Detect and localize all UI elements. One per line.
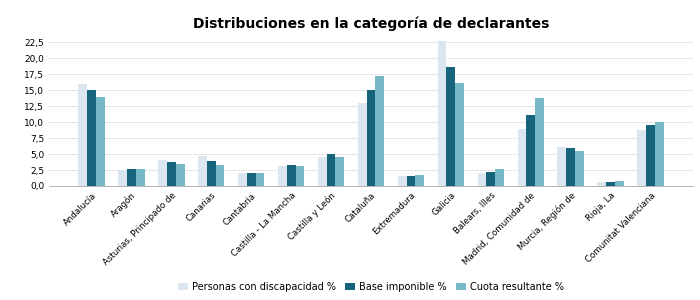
Bar [407,176,415,186]
Bar [278,166,287,186]
Bar [318,157,327,186]
Bar [207,161,216,186]
Bar [526,115,535,186]
Bar [247,172,256,186]
Bar [447,67,455,186]
Bar [167,162,176,186]
Bar [655,122,664,186]
Bar [78,84,87,186]
Bar [415,175,424,186]
Bar [477,173,486,186]
Bar [238,173,247,186]
Bar [136,169,145,186]
Bar [486,172,495,186]
Bar [256,173,265,186]
Bar [295,166,304,186]
Bar [158,160,167,186]
Bar [118,170,127,186]
Bar [566,148,575,186]
Bar [96,97,104,186]
Legend: Personas con discapacidad %, Base imponible %, Cuota resultante %: Personas con discapacidad %, Base imponi… [174,278,568,296]
Bar [216,165,225,186]
Bar [638,130,646,186]
Bar [535,98,544,186]
Title: Distribuciones en la categoría de declarantes: Distribuciones en la categoría de declar… [193,16,550,31]
Bar [176,164,185,186]
Bar [597,182,606,186]
Bar [367,90,375,186]
Bar [615,181,624,186]
Bar [335,157,344,186]
Bar [358,103,367,186]
Bar [557,147,566,186]
Bar [646,125,655,186]
Bar [606,182,615,186]
Bar [87,90,96,186]
Bar [575,151,584,186]
Bar [455,82,464,186]
Bar [398,176,407,186]
Bar [327,154,335,186]
Bar [375,76,384,186]
Bar [287,165,295,186]
Bar [127,169,136,186]
Bar [517,129,526,186]
Bar [438,41,447,186]
Bar [198,156,207,186]
Bar [495,169,504,186]
